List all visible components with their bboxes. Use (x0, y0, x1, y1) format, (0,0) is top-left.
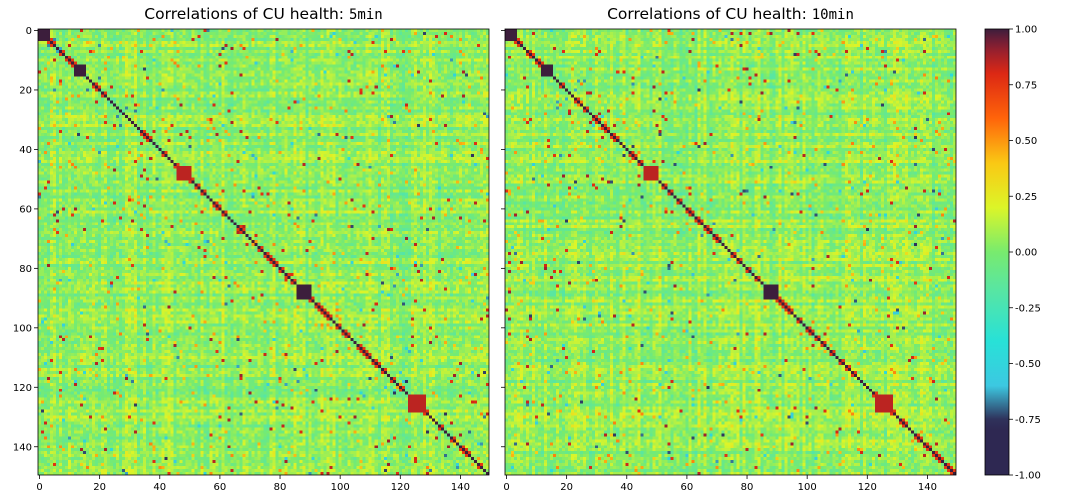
colorbar-tick-label: 0.00 (1015, 248, 1037, 259)
x-tick-label: 20 (560, 482, 573, 493)
y-tick-label: 0 (26, 26, 32, 37)
heatmap-5min-image (38, 29, 489, 475)
x-tick-label: 140 (918, 482, 937, 493)
colorbar-tick-label: -0.75 (1015, 415, 1041, 426)
heatmap-10min-image (505, 29, 956, 475)
colorbar-tick-label: 0.75 (1015, 80, 1037, 91)
x-tick-label: 40 (153, 482, 166, 493)
y-tick-label: 60 (19, 204, 32, 215)
colorbar-tick-label: -0.25 (1015, 303, 1041, 314)
colorbar-tick-label: -1.00 (1015, 471, 1041, 482)
x-tick-label: 0 (503, 482, 509, 493)
left-panel-title-text: Correlations of CU health: (144, 5, 345, 23)
y-tick-label: 140 (13, 442, 32, 453)
x-tick-label: 60 (214, 482, 227, 493)
y-tick-label: 20 (19, 85, 32, 96)
heatmap-frame (504, 28, 957, 476)
colorbar-tick-label: -0.50 (1015, 359, 1041, 370)
y-tick-label: 80 (19, 264, 32, 275)
heatmap-frame (37, 28, 490, 476)
right-panel-title: Correlations of CU health: 10min (607, 5, 854, 23)
x-tick-label: 100 (798, 482, 817, 493)
x-tick-label: 100 (331, 482, 350, 493)
y-tick-label: 120 (13, 383, 32, 394)
colorbar-tick-label: 0.50 (1015, 136, 1037, 147)
y-tick-label: 100 (13, 323, 32, 334)
x-tick-label: 120 (391, 482, 410, 493)
left-panel-title: Correlations of CU health: 5min (144, 5, 382, 23)
colorbar-tick-label: 1.00 (1015, 25, 1037, 36)
colorbar-tick-label: 0.25 (1015, 192, 1037, 203)
x-tick-label: 120 (858, 482, 877, 493)
x-tick-label: 80 (274, 482, 287, 493)
y-tick-label: 40 (19, 145, 32, 156)
right-panel-title-text: Correlations of CU health: (607, 5, 807, 23)
left-panel-title-code: 5min (348, 7, 383, 23)
x-tick-label: 60 (681, 482, 694, 493)
x-tick-label: 40 (620, 482, 633, 493)
x-tick-label: 20 (93, 482, 106, 493)
x-tick-label: 0 (36, 482, 42, 493)
x-tick-label: 140 (451, 482, 470, 493)
x-tick-label: 80 (741, 482, 754, 493)
colorbar (984, 28, 1010, 476)
right-panel-title-code: 10min (811, 7, 854, 23)
